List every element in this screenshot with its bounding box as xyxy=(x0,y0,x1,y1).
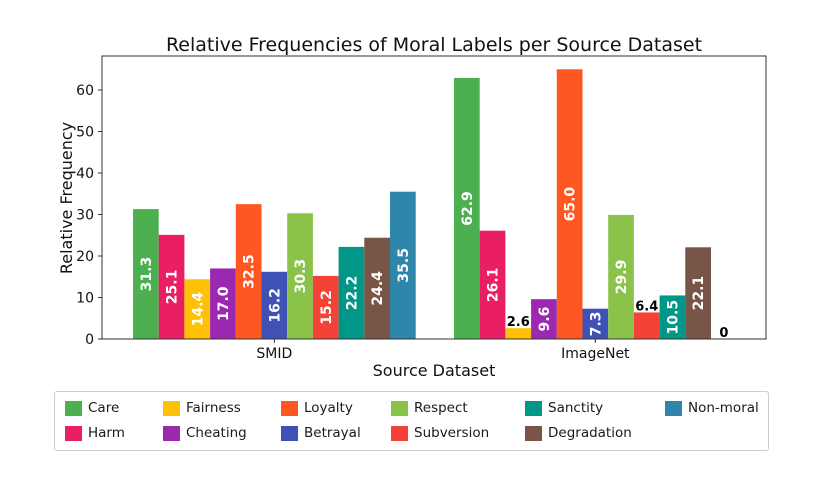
legend-label: Cheating xyxy=(186,425,247,441)
legend-label: Respect xyxy=(414,400,468,416)
bar-imagenet-loyalty xyxy=(556,69,583,339)
legend-item-care: Care xyxy=(65,400,119,416)
bar-label-imagenet-respect: 29.9 xyxy=(614,260,630,295)
legend-swatch xyxy=(525,425,542,441)
bar-label-imagenet-non-moral: 0 xyxy=(719,326,728,341)
legend: Care Fairness Loyalty Respect Sanctity Non-mo… xyxy=(54,391,769,451)
bar-label-imagenet-harm: 26.1 xyxy=(486,268,502,303)
legend-item-degradation: Degradation xyxy=(525,425,632,441)
legend-item-respect: Respect xyxy=(391,400,468,416)
bar-label-smid-loyalty: 32.5 xyxy=(242,254,258,289)
x-axis-label: Source Dataset xyxy=(373,361,496,380)
bar-label-smid-betrayal: 16.2 xyxy=(267,288,283,323)
bar-imagenet-respect xyxy=(608,214,634,339)
bar-label-smid-subversion: 15.2 xyxy=(319,290,335,325)
legend-label: Sanctity xyxy=(548,400,604,416)
legend-label: Betrayal xyxy=(304,425,361,441)
y-tick-label: 20 xyxy=(76,249,94,265)
legend-label: Degradation xyxy=(548,425,632,441)
legend-item-subversion: Subversion xyxy=(391,425,489,441)
legend-swatch xyxy=(665,400,682,416)
legend-swatch xyxy=(281,400,298,416)
bar-label-smid-cheating: 17.0 xyxy=(216,286,232,321)
legend-swatch xyxy=(281,425,298,441)
bar-label-imagenet-fairness: 2.6 xyxy=(507,315,530,330)
bar-labels: 31.3 25.1 14.4 17.0 32.5 16.2 30.3 15.2 22.2 24.4… xyxy=(139,187,729,341)
legend-swatch xyxy=(163,400,180,416)
bar-smid-care xyxy=(133,209,159,339)
legend-item-non-moral: Non-moral xyxy=(665,400,759,416)
y-tick-label: 10 xyxy=(76,291,94,307)
bar-label-imagenet-betrayal: 7.3 xyxy=(588,311,604,336)
legend-label: Fairness xyxy=(186,400,241,416)
bar-smid-loyalty xyxy=(235,204,262,339)
legend-label: Harm xyxy=(88,425,125,441)
y-tick-label: 30 xyxy=(76,208,94,224)
y-tick-label: 50 xyxy=(76,125,94,141)
legend-swatch xyxy=(525,400,542,416)
legend-swatch xyxy=(163,425,180,441)
legend-item-fairness: Fairness xyxy=(163,400,241,416)
legend-label: Care xyxy=(88,400,120,416)
bar-smid-harm xyxy=(158,234,185,339)
bar-label-smid-degradation: 24.4 xyxy=(370,271,386,306)
bar-smid-betrayal xyxy=(261,271,288,339)
bar-label-imagenet-degradation: 22.1 xyxy=(691,276,707,311)
plot-frame xyxy=(101,55,767,340)
legend-swatch xyxy=(65,425,82,441)
legend-item-sanctity: Sanctity xyxy=(525,400,603,416)
bar-label-smid-respect: 30.3 xyxy=(293,259,309,294)
chart-title: Relative Frequencies of Moral Labels per… xyxy=(166,34,702,56)
bar-label-smid-care: 31.3 xyxy=(139,257,155,292)
x-axis: SMID ImageNet xyxy=(256,339,630,362)
y-axis-label: Relative Frequency xyxy=(57,122,76,274)
bar-imagenet-harm xyxy=(479,230,506,339)
bar-smid-cheating xyxy=(210,268,236,339)
x-tick-label-smid: SMID xyxy=(256,346,292,362)
bar-label-imagenet-cheating: 9.6 xyxy=(537,307,553,332)
bar-imagenet-subversion xyxy=(633,312,660,339)
bar-label-smid-harm: 25.1 xyxy=(165,270,181,305)
bar-label-imagenet-care: 62.9 xyxy=(460,191,476,226)
legend-item-cheating: Cheating xyxy=(163,425,247,441)
y-axis: 0 10 20 30 40 50 60 xyxy=(76,83,102,348)
bar-imagenet-degradation xyxy=(685,247,711,339)
y-tick-label: 60 xyxy=(76,83,94,99)
legend-item-harm: Harm xyxy=(65,425,125,441)
bar-smid-sanctity xyxy=(338,246,365,339)
legend-label: Non-moral xyxy=(688,400,759,416)
bar-label-imagenet-loyalty: 65.0 xyxy=(563,187,579,222)
bar-label-smid-non-moral: 35.5 xyxy=(396,248,412,283)
legend-swatch xyxy=(65,400,82,416)
bar-smid-degradation xyxy=(364,237,390,339)
x-tick-label-imagenet: ImageNet xyxy=(561,346,630,362)
bar-label-smid-sanctity: 22.2 xyxy=(344,276,360,311)
bar-smid-fairness xyxy=(184,279,211,339)
bar-smid-non-moral xyxy=(390,191,416,339)
bar-label-imagenet-subversion: 6.4 xyxy=(635,299,658,314)
bar-label-imagenet-sanctity: 10.5 xyxy=(665,300,681,335)
bar-smid-respect xyxy=(287,213,313,339)
bar-imagenet-care xyxy=(454,77,480,339)
bar-label-smid-fairness: 14.4 xyxy=(190,292,206,327)
legend-item-loyalty: Loyalty xyxy=(281,400,353,416)
legend-label: Loyalty xyxy=(304,400,353,416)
bars xyxy=(133,69,711,339)
bar-imagenet-sanctity xyxy=(659,295,686,339)
bar-imagenet-betrayal xyxy=(582,308,609,339)
y-tick-label: 0 xyxy=(85,332,94,348)
legend-item-betrayal: Betrayal xyxy=(281,425,361,441)
legend-swatch xyxy=(391,425,408,441)
legend-label: Subversion xyxy=(414,425,490,441)
legend-swatch xyxy=(391,400,408,416)
bar-imagenet-cheating xyxy=(531,299,557,339)
bar-imagenet-fairness xyxy=(505,328,532,339)
y-tick-label: 40 xyxy=(76,166,94,182)
bar-smid-subversion xyxy=(312,275,339,339)
